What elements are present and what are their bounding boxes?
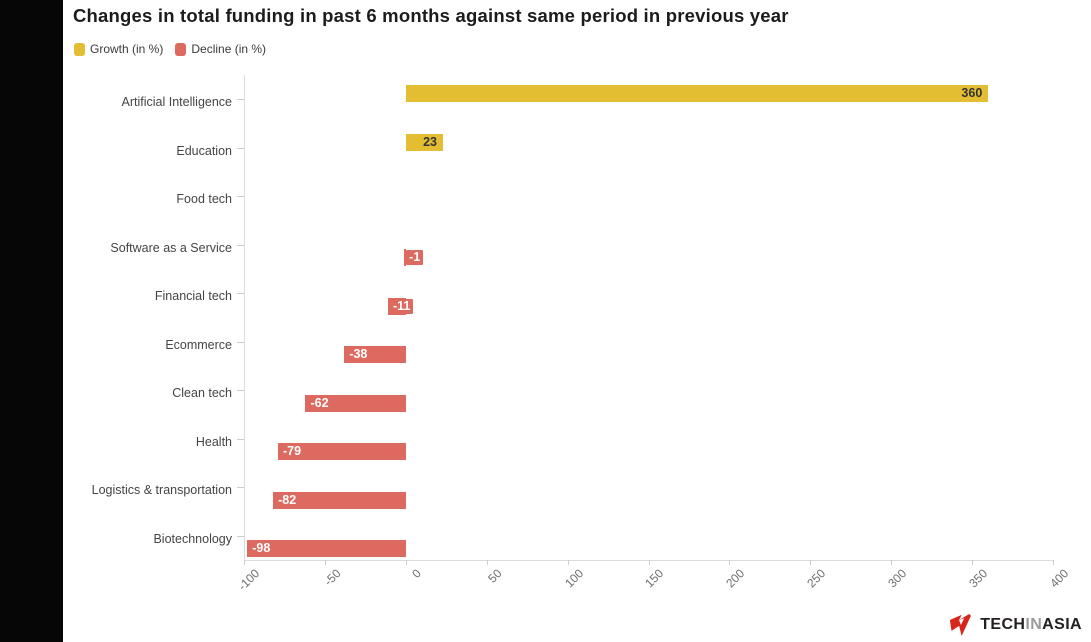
y-axis-tick xyxy=(237,390,244,391)
category-label: Education xyxy=(176,143,232,158)
x-axis-tick-label: 400 xyxy=(1047,566,1072,591)
x-axis-tick xyxy=(244,560,245,565)
x-axis-tick-label: 250 xyxy=(804,566,829,591)
x-axis-tick-label: 150 xyxy=(642,566,667,591)
y-axis-tick xyxy=(237,293,244,294)
x-axis-tick xyxy=(324,560,326,565)
x-axis-tick xyxy=(648,560,650,565)
logo-text-in: IN xyxy=(1025,616,1043,633)
x-axis-tick xyxy=(891,560,893,565)
category-label: Biotechnology xyxy=(153,531,232,546)
legend-label: Growth (in %) xyxy=(90,42,164,56)
bar-decline xyxy=(404,249,406,266)
left-black-panel xyxy=(0,0,63,642)
x-axis-tick xyxy=(729,560,731,565)
x-axis-tick-label: 200 xyxy=(723,566,748,591)
x-axis-tick xyxy=(1053,560,1054,565)
bar-value-label: -38 xyxy=(346,347,371,362)
category-label: Artificial Intelligence xyxy=(121,95,232,109)
x-axis-tick xyxy=(567,560,569,565)
logo-wordmark: TECHINASIA xyxy=(980,616,1082,634)
bar-value-label: -98 xyxy=(249,541,274,556)
bar-value-label: -11 xyxy=(390,298,414,314)
legend-label: Decline (in %) xyxy=(191,42,267,56)
x-axis-tick-label: 350 xyxy=(966,566,991,591)
category-label: Logistics & transportation xyxy=(91,483,232,497)
chart-legend: Growth (in %) Decline (in %) xyxy=(74,42,266,56)
bar-value-label: -62 xyxy=(307,395,332,411)
legend-item-growth: Growth (in %) xyxy=(74,42,163,56)
x-axis-tick-label: 50 xyxy=(485,566,505,586)
legend-swatch xyxy=(175,42,187,56)
y-axis-tick xyxy=(237,244,244,246)
category-label: Health xyxy=(195,434,232,449)
x-axis-tick-label: 300 xyxy=(885,566,910,591)
category-label: Food tech xyxy=(176,192,232,206)
logo-mark-icon xyxy=(950,614,972,636)
category-label: Software as a Service xyxy=(110,240,232,255)
bar-value-label: -82 xyxy=(275,492,300,508)
x-axis-tick-label: -50 xyxy=(320,566,344,589)
category-label: Financial tech xyxy=(154,289,232,303)
legend-item-decline: Decline (in %) xyxy=(175,42,266,56)
x-axis-tick xyxy=(486,560,488,565)
logo-text-asia: ASIA xyxy=(1042,616,1082,633)
y-axis-tick xyxy=(237,99,244,100)
x-axis-tick xyxy=(810,560,812,565)
y-axis-line xyxy=(244,75,245,560)
category-label: Clean tech xyxy=(172,386,232,400)
x-axis-tick-label: 100 xyxy=(561,566,586,591)
y-axis-tick xyxy=(237,487,244,488)
y-axis-tick xyxy=(237,438,244,440)
bar-decline xyxy=(273,491,406,509)
x-axis-tick-label: 0 xyxy=(409,566,425,581)
logo-text-tech: TECH xyxy=(980,616,1026,633)
y-axis-tick xyxy=(237,196,244,197)
y-axis-tick xyxy=(237,535,244,537)
bar-value-label: 360 xyxy=(961,86,983,100)
bar-value-label: -79 xyxy=(279,444,305,459)
x-axis-tick-label: -100 xyxy=(235,566,263,594)
x-axis-tick xyxy=(405,560,407,565)
y-axis-tick xyxy=(237,341,244,343)
bar-growth xyxy=(405,133,443,151)
x-axis-tick xyxy=(972,560,974,565)
techinasia-logo: TECHINASIA xyxy=(949,613,1082,637)
bar-decline xyxy=(247,540,406,557)
bar-value-label: -1 xyxy=(406,250,424,265)
bar-growth xyxy=(405,85,989,102)
y-axis-tick xyxy=(237,147,244,149)
bar-value-label: 23 xyxy=(423,134,438,149)
chart-title: Changes in total funding in past 6 month… xyxy=(73,5,789,26)
bar-decline xyxy=(277,443,406,460)
category-label: Ecommerce xyxy=(165,337,232,352)
legend-swatch xyxy=(74,42,85,56)
